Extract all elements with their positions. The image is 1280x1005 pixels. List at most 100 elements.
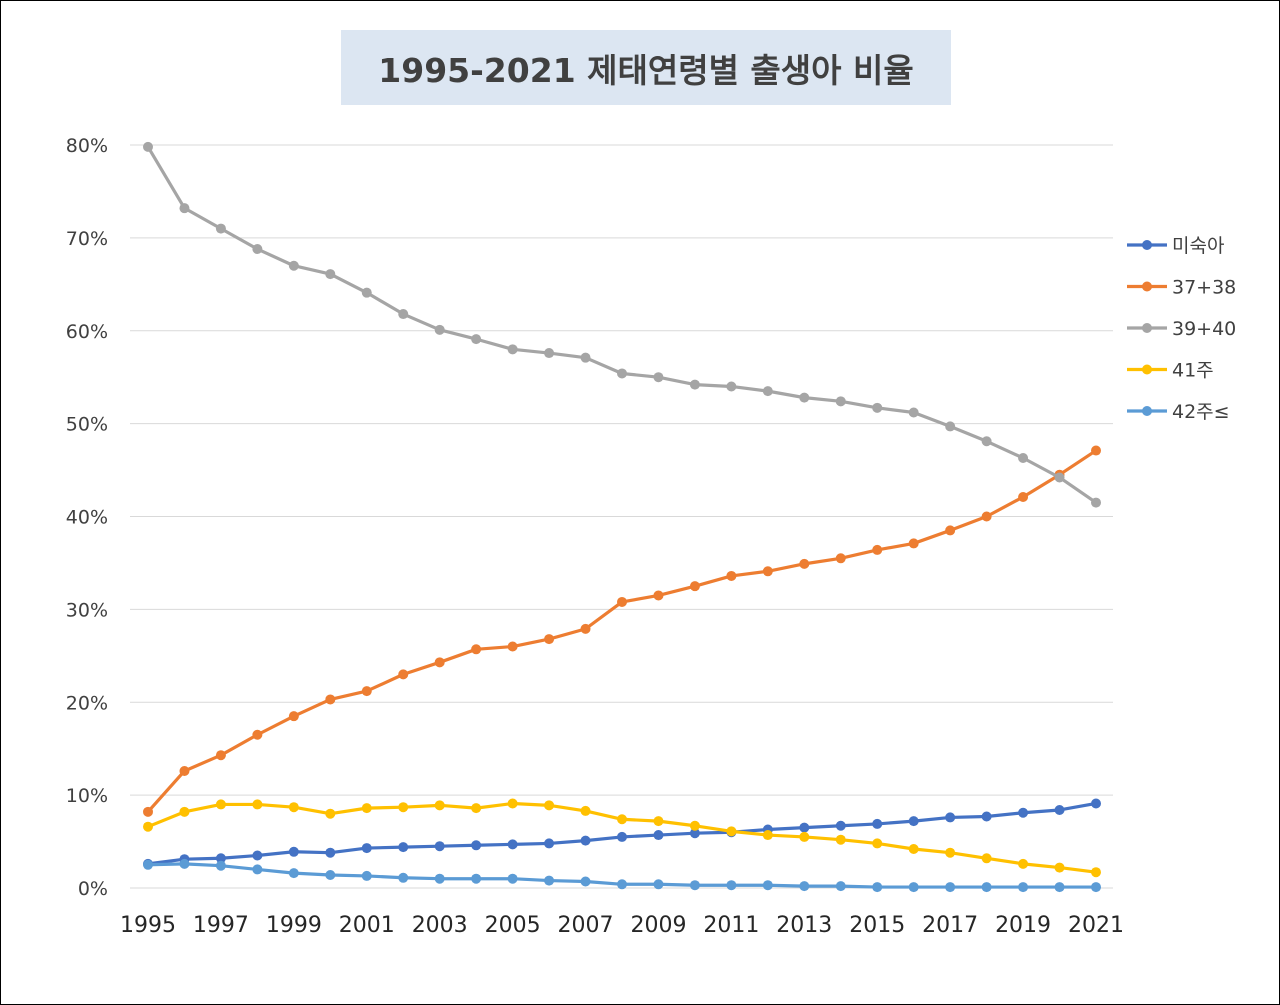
data-point <box>398 802 409 813</box>
data-point <box>1091 497 1101 508</box>
data-point <box>471 644 482 655</box>
data-point <box>434 873 445 884</box>
legend-swatch-marker <box>1142 323 1152 333</box>
series-4 <box>143 798 1101 878</box>
data-point <box>762 386 773 397</box>
data-point <box>1054 862 1065 873</box>
x-tick-label: 2013 <box>776 913 832 938</box>
legend-entry: 39+40 <box>1127 318 1236 340</box>
legend-label: 37+38 <box>1172 277 1236 299</box>
x-tick-label: 2001 <box>339 913 395 938</box>
data-point <box>617 831 627 842</box>
data-point <box>762 830 773 841</box>
data-point <box>908 843 919 854</box>
data-point <box>179 765 190 776</box>
x-tick-label: 1995 <box>120 913 176 938</box>
series-3 <box>143 141 1101 508</box>
data-point <box>835 881 846 892</box>
data-point <box>325 847 336 858</box>
data-point <box>835 396 846 407</box>
data-point <box>434 657 445 668</box>
data-point <box>1091 798 1101 809</box>
chart-title-box: 1995-2021 제태연령별 출생아 비율 <box>341 30 951 105</box>
data-point <box>872 838 883 849</box>
data-point <box>945 421 956 432</box>
data-point <box>872 544 883 555</box>
data-point <box>908 816 919 827</box>
data-point <box>471 803 482 814</box>
y-tick-label: 0% <box>78 878 108 900</box>
data-point <box>1018 882 1029 893</box>
data-point <box>252 864 263 875</box>
data-point <box>835 834 846 845</box>
data-point <box>580 623 591 634</box>
data-point <box>1091 882 1101 893</box>
data-point <box>215 799 226 810</box>
series-line <box>146 448 1098 814</box>
series-line <box>146 145 1098 505</box>
y-tick-label: 60% <box>66 321 108 343</box>
data-point <box>908 407 919 418</box>
data-point <box>1054 804 1065 815</box>
data-point <box>288 846 299 857</box>
legend-entry: 42주≤ <box>1127 401 1230 423</box>
data-point <box>398 669 409 680</box>
data-point <box>1091 867 1101 878</box>
data-point <box>507 873 518 884</box>
data-point <box>981 436 992 447</box>
data-point <box>945 882 956 893</box>
data-point <box>544 348 555 359</box>
data-point <box>908 538 919 549</box>
data-point <box>981 853 992 864</box>
data-point <box>1018 452 1029 463</box>
data-point <box>653 879 664 890</box>
series-1 <box>143 798 1101 869</box>
data-point <box>507 641 518 652</box>
data-point <box>179 858 190 869</box>
x-tick-label: 2005 <box>485 913 541 938</box>
data-point <box>325 869 336 880</box>
data-point <box>945 525 956 536</box>
data-point <box>762 880 773 891</box>
data-point <box>252 244 263 255</box>
series-2 <box>143 445 1101 817</box>
series-lines <box>143 141 1101 893</box>
data-point <box>398 872 409 883</box>
legend-label: 41주 <box>1172 360 1214 382</box>
data-point <box>762 566 773 577</box>
data-point <box>945 847 956 858</box>
legend-label: 39+40 <box>1172 318 1236 340</box>
data-point <box>471 873 482 884</box>
x-axis-tick-labels: 1995 1997 1999 2001 2003 2005 2007 2009 2011 2013… <box>120 913 1124 938</box>
data-point <box>945 812 956 823</box>
data-point <box>799 822 810 833</box>
y-tick-label: 70% <box>66 228 108 250</box>
legend-swatch-marker <box>1142 406 1152 416</box>
data-point <box>981 511 992 522</box>
data-point <box>325 808 336 819</box>
data-point <box>908 882 919 893</box>
data-point <box>507 798 518 809</box>
data-point <box>215 853 226 864</box>
legend-entry: 37+38 <box>1127 277 1236 299</box>
data-point <box>288 711 299 722</box>
y-tick-label: 80% <box>66 135 108 157</box>
data-point <box>653 590 664 601</box>
data-point <box>434 841 445 852</box>
x-tick-label: 2015 <box>849 913 905 938</box>
data-point <box>689 828 700 839</box>
data-point <box>143 141 153 152</box>
legend: 미숙아 37+38 39+40 41주 42주≤ <box>1127 235 1236 423</box>
y-tick-label: 10% <box>66 785 108 807</box>
legend-swatch-marker <box>1142 240 1152 250</box>
data-point <box>507 839 518 850</box>
legend-label: 42주≤ <box>1172 401 1230 423</box>
data-point <box>1091 445 1101 456</box>
data-point <box>689 880 700 891</box>
data-point <box>689 820 700 831</box>
x-tick-label: 2007 <box>558 913 614 938</box>
data-point <box>434 800 445 811</box>
data-point <box>434 324 445 335</box>
data-point <box>1054 882 1065 893</box>
